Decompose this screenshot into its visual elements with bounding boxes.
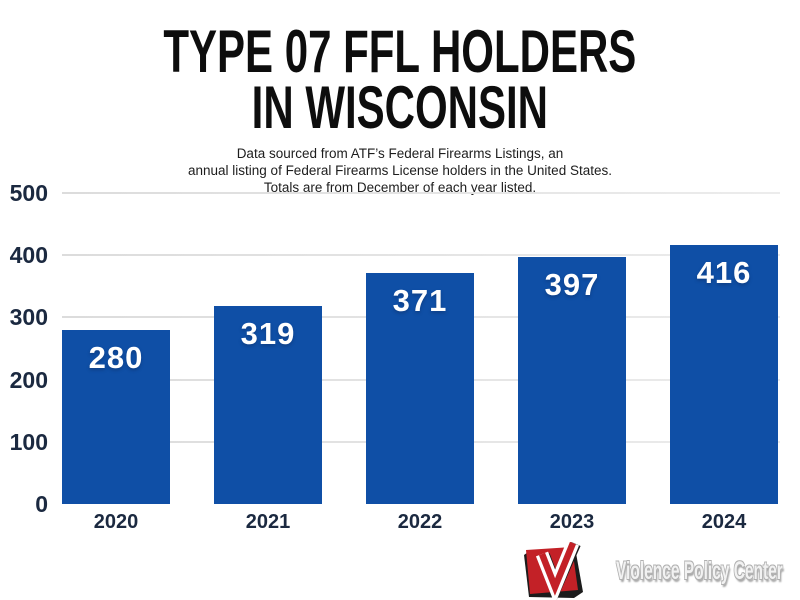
bar-2022: 371 — [366, 273, 474, 504]
chart-title-line1: TYPE 07 FFL HOLDERS — [163, 18, 637, 85]
bar-value-label: 319 — [240, 316, 296, 351]
subtitle-line: annual listing of Federal Firearms Licen… — [188, 163, 612, 178]
chart-title-line2: IN WISCONSIN — [251, 74, 549, 141]
gridline-500 — [62, 192, 780, 194]
bar-2023: 397 — [518, 257, 626, 504]
bar-2024: 416 — [670, 245, 778, 504]
bar-value-label: 371 — [392, 283, 448, 318]
bar-value-label: 416 — [696, 255, 752, 290]
chart-title: TYPE 07 FFL HOLDERS IN WISCONSIN — [0, 18, 800, 141]
subtitle-line: Data sourced from ATF’s Federal Firearms… — [236, 146, 564, 161]
x-tick-2020: 2020 — [93, 511, 139, 533]
y-tick-400: 400 — [9, 242, 48, 269]
bar-value-label: 280 — [88, 340, 144, 375]
chart-subtitle: Data sourced from ATF’s Federal Firearms… — [0, 145, 800, 196]
violence-policy-center-logo: Violence Policy Center — [516, 542, 800, 600]
x-tick-2024: 2024 — [701, 511, 747, 533]
y-tick-300: 300 — [9, 304, 48, 331]
bar-2020: 280 — [62, 330, 170, 504]
logo-text: Violence Policy Center — [616, 556, 783, 585]
y-tick-200: 200 — [9, 366, 48, 393]
vpc-red-v-icon — [524, 542, 583, 600]
x-tick-2022: 2022 — [397, 511, 443, 533]
gridline-400 — [62, 254, 780, 257]
x-tick-2023: 2023 — [549, 511, 595, 533]
bar-2021: 319 — [214, 306, 322, 504]
x-tick-2021: 2021 — [245, 511, 291, 533]
y-tick-100: 100 — [9, 428, 48, 455]
y-tick-0: 0 — [35, 491, 48, 517]
plot-area: 280 319 371 397 416 — [62, 192, 780, 504]
subtitle-line: Totals are from December of each year li… — [263, 180, 537, 195]
y-tick-500: 500 — [9, 180, 48, 206]
bar-value-label: 397 — [544, 267, 600, 302]
